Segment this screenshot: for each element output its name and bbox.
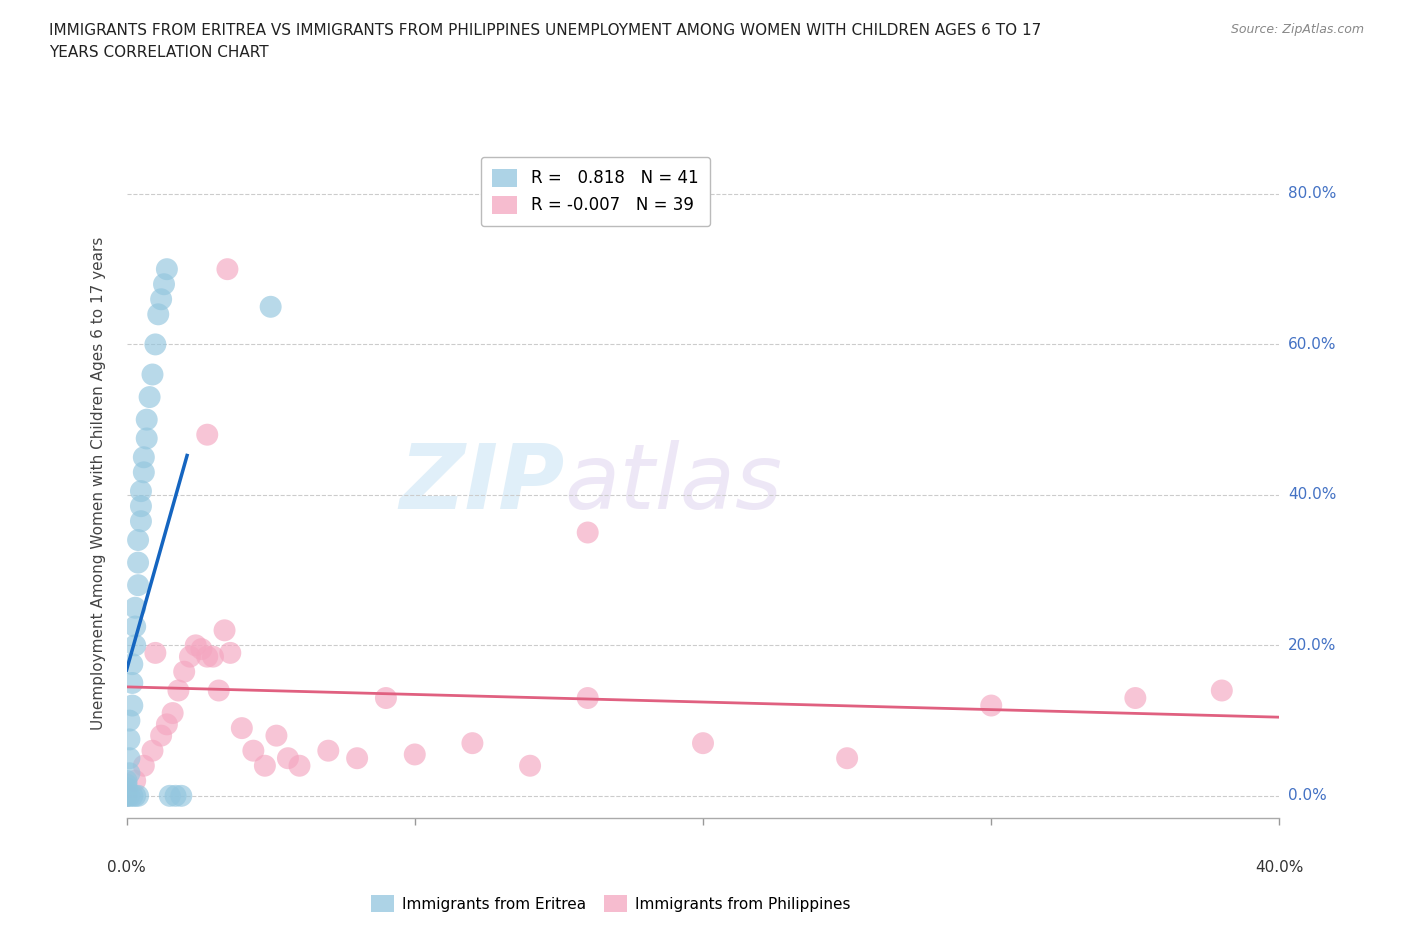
Point <box>135 431 157 445</box>
Point <box>208 683 231 698</box>
Point <box>132 465 155 480</box>
Text: atlas: atlas <box>565 440 783 527</box>
Point <box>242 743 264 758</box>
Text: IMMIGRANTS FROM ERITREA VS IMMIGRANTS FROM PHILIPPINES UNEMPLOYMENT AMONG WOMEN : IMMIGRANTS FROM ERITREA VS IMMIGRANTS FR… <box>49 23 1042 38</box>
Point <box>121 657 143 671</box>
Point <box>121 789 143 804</box>
Point <box>118 713 141 728</box>
Text: Source: ZipAtlas.com: Source: ZipAtlas.com <box>1230 23 1364 36</box>
Point <box>219 645 242 660</box>
Point <box>165 789 187 804</box>
Text: 20.0%: 20.0% <box>1288 638 1336 653</box>
Point <box>127 555 149 570</box>
Point <box>404 747 426 762</box>
Point <box>1123 691 1146 706</box>
Point <box>153 277 176 292</box>
Point <box>115 785 138 800</box>
Point <box>318 743 340 758</box>
Point <box>195 427 218 442</box>
Point <box>138 390 160 405</box>
Point <box>288 758 311 773</box>
Text: ZIP: ZIP <box>399 440 565 527</box>
Point <box>150 728 173 743</box>
Point <box>115 789 138 804</box>
Point <box>150 292 173 307</box>
Point <box>141 743 163 758</box>
Point <box>127 578 149 592</box>
Point <box>121 675 143 690</box>
Point <box>835 751 858 765</box>
Point <box>115 777 138 792</box>
Y-axis label: Unemployment Among Women with Children Ages 6 to 17 years: Unemployment Among Women with Children A… <box>91 237 105 730</box>
Point <box>259 299 281 314</box>
Point <box>1211 683 1233 698</box>
Point <box>576 525 599 540</box>
Point <box>156 717 179 732</box>
Point <box>179 649 201 664</box>
Point <box>231 721 253 736</box>
Point <box>253 758 276 773</box>
Point <box>121 698 143 713</box>
Point <box>115 789 138 804</box>
Point <box>519 758 541 773</box>
Point <box>195 649 218 664</box>
Point <box>145 645 166 660</box>
Point <box>129 513 152 528</box>
Text: 0.0%: 0.0% <box>107 859 146 875</box>
Point <box>980 698 1002 713</box>
Point <box>132 758 155 773</box>
Point <box>277 751 299 765</box>
Point <box>124 774 146 789</box>
Point <box>129 498 152 513</box>
Point <box>124 638 146 653</box>
Text: 40.0%: 40.0% <box>1256 859 1303 875</box>
Point <box>461 736 484 751</box>
Point <box>148 307 170 322</box>
Point <box>156 261 179 276</box>
Point <box>124 600 146 615</box>
Point <box>115 789 138 804</box>
Point <box>118 732 141 747</box>
Point <box>129 484 152 498</box>
Point <box>374 691 398 706</box>
Point <box>214 623 236 638</box>
Point <box>162 706 184 721</box>
Point <box>346 751 368 765</box>
Point <box>118 789 141 804</box>
Point <box>145 337 166 352</box>
Point <box>170 789 193 804</box>
Point <box>135 412 157 427</box>
Point <box>124 619 146 634</box>
Point <box>118 765 141 780</box>
Text: 40.0%: 40.0% <box>1288 487 1336 502</box>
Point <box>132 450 155 465</box>
Text: YEARS CORRELATION CHART: YEARS CORRELATION CHART <box>49 45 269 60</box>
Point <box>266 728 288 743</box>
Point <box>576 691 599 706</box>
Point <box>118 751 141 765</box>
Point <box>184 638 207 653</box>
Point <box>124 789 146 804</box>
Point <box>692 736 714 751</box>
Legend: Immigrants from Eritrea, Immigrants from Philippines: Immigrants from Eritrea, Immigrants from… <box>363 886 859 922</box>
Point <box>141 367 163 382</box>
Point <box>127 789 149 804</box>
Point <box>173 664 195 679</box>
Point <box>115 781 138 796</box>
Text: 0.0%: 0.0% <box>1288 789 1326 804</box>
Text: 60.0%: 60.0% <box>1288 337 1336 352</box>
Point <box>202 649 225 664</box>
Point <box>190 642 212 657</box>
Point <box>217 261 239 276</box>
Point <box>115 774 138 789</box>
Text: 80.0%: 80.0% <box>1288 186 1336 202</box>
Point <box>167 683 190 698</box>
Point <box>159 789 181 804</box>
Point <box>127 533 149 548</box>
